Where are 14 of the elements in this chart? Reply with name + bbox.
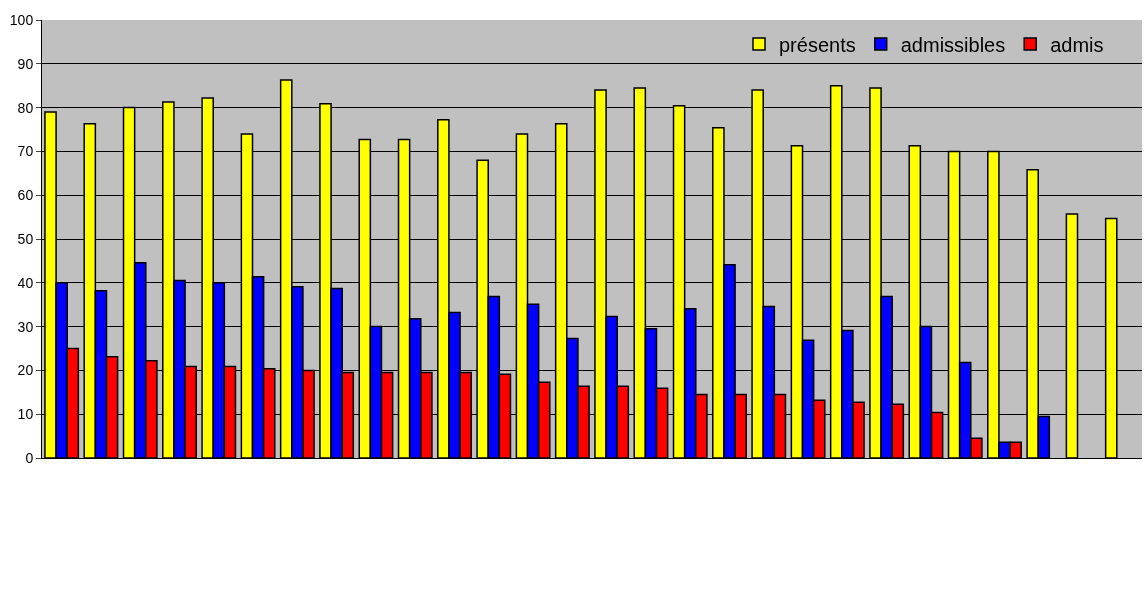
y-tick-label: 40 [17, 274, 34, 291]
y-tick-label: 60 [17, 187, 34, 204]
legend-label: admissibles [900, 33, 1006, 56]
legend-label: présents [779, 33, 856, 56]
legend-label: admis [1050, 33, 1104, 56]
y-tick-label: 0 [25, 449, 34, 466]
y-tick-label: 20 [17, 362, 34, 379]
y-tick-label: 90 [17, 55, 34, 72]
y-tick-label: 80 [17, 99, 34, 116]
y-tick-label: 10 [17, 406, 34, 423]
y-tick-label: 70 [17, 143, 34, 160]
y-tick-label: 30 [17, 318, 34, 335]
y-tick-label: 100 [9, 11, 34, 28]
y-tick-label: 50 [17, 230, 34, 247]
